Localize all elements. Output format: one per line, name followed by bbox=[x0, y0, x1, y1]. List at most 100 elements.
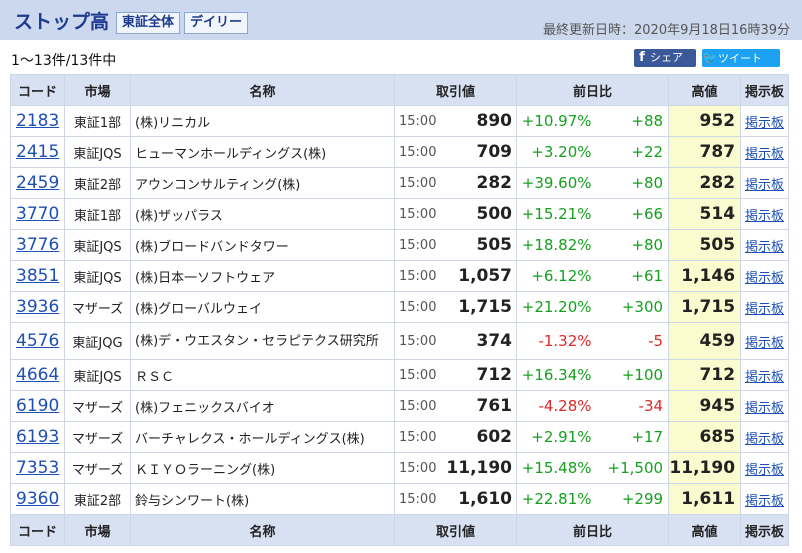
filter-tag-market[interactable]: 東証全体 bbox=[116, 12, 181, 34]
stock-code-link-cell: 9360 bbox=[10, 483, 65, 515]
high-price: 282 bbox=[699, 173, 736, 193]
high-price-cell: 282 bbox=[668, 167, 742, 199]
board-link[interactable]: 掲示板 bbox=[745, 493, 785, 509]
market-cell: 東証JQS bbox=[73, 270, 122, 286]
stock-name-cell: (株)デ・ウエスタン・セラピテクス研究所 bbox=[130, 322, 395, 360]
stock-code-link[interactable]: 3851 bbox=[16, 266, 60, 286]
change-percent-cell: -1.32% bbox=[516, 322, 595, 360]
table-row: 7353 マザーズ ＫＩＹＯラーニング(株) 15:00 11,190 +15.48% +1… bbox=[10, 452, 790, 484]
trade-price-cell: 602 bbox=[440, 421, 518, 453]
twitter-icon: 🐦 bbox=[702, 51, 718, 65]
stock-code-link-cell: 3776 bbox=[10, 229, 65, 261]
stock-code-link[interactable]: 6190 bbox=[16, 396, 60, 416]
table-row: 4576 東証JQG (株)デ・ウエスタン・セラピテクス研究所 15:00 374 -1.… bbox=[10, 322, 790, 360]
change-percent-cell: +21.20% bbox=[516, 291, 595, 323]
high-price-cell: 712 bbox=[668, 359, 742, 391]
high-price: 11,190 bbox=[669, 458, 736, 478]
market-cell: 東証JQS bbox=[73, 369, 122, 385]
board-link[interactable]: 掲示板 bbox=[745, 369, 785, 385]
change-amount-cell: +100 bbox=[594, 359, 670, 391]
board-link[interactable]: 掲示板 bbox=[745, 431, 785, 447]
change-percent: +15.21% bbox=[521, 205, 592, 223]
market-cell-cell: 東証JQG bbox=[64, 322, 131, 360]
stock-code-link[interactable]: 3770 bbox=[16, 204, 60, 224]
trade-price-cell: 500 bbox=[440, 198, 518, 230]
high-price: 505 bbox=[699, 235, 736, 255]
stock-name: ＫＩＹＯラーニング(株) bbox=[135, 462, 276, 478]
board-link[interactable]: 掲示板 bbox=[745, 115, 785, 131]
high-price: 1,715 bbox=[681, 297, 736, 317]
trade-time: 15:00 bbox=[399, 268, 437, 284]
trade-time: 15:00 bbox=[399, 299, 437, 315]
trade-time-cell: 15:00 bbox=[394, 421, 441, 453]
stock-code-link-cell: 2459 bbox=[10, 167, 65, 199]
change-percent-cell: +16.34% bbox=[516, 359, 595, 391]
stock-code-link[interactable]: 4576 bbox=[16, 331, 60, 351]
board-link[interactable]: 掲示板 bbox=[745, 239, 785, 255]
facebook-share-button[interactable]: f シェア bbox=[634, 49, 696, 67]
board-link[interactable]: 掲示板 bbox=[745, 270, 785, 286]
twitter-share-button[interactable]: 🐦ツイート bbox=[702, 49, 780, 67]
stock-code-link[interactable]: 6193 bbox=[16, 427, 60, 447]
high-price-cell: 1,146 bbox=[668, 260, 742, 292]
board-link-cell: 掲示板 bbox=[740, 136, 790, 168]
trade-price: 602 bbox=[476, 427, 513, 447]
trade-time-cell: 15:00 bbox=[394, 198, 441, 230]
col-market: 市場 bbox=[64, 74, 131, 106]
board-link[interactable]: 掲示板 bbox=[745, 208, 785, 224]
board-link[interactable]: 掲示板 bbox=[745, 462, 785, 478]
twitter-share-label: ツイート bbox=[718, 52, 762, 65]
trade-price: 282 bbox=[476, 173, 513, 193]
table-row: 2459 東証2部 アウンコンサルティング(株) 15:00 282 +39.60% +80… bbox=[10, 167, 790, 199]
stock-name-cell: (株)ブロードバンドタワー bbox=[130, 229, 395, 261]
board-link[interactable]: 掲示板 bbox=[745, 335, 785, 351]
trade-time-cell: 15:00 bbox=[394, 229, 441, 261]
stock-code-link[interactable]: 2183 bbox=[16, 111, 60, 131]
high-price-cell: 1,611 bbox=[668, 483, 742, 515]
col-name: 名称 bbox=[130, 514, 395, 546]
trade-time: 15:00 bbox=[399, 460, 437, 476]
change-percent-cell: +2.91% bbox=[516, 421, 595, 453]
trade-price: 709 bbox=[476, 142, 513, 162]
board-link-cell: 掲示板 bbox=[740, 260, 790, 292]
stock-code-link-cell: 3936 bbox=[10, 291, 65, 323]
change-amount-cell: +88 bbox=[594, 105, 670, 137]
trade-price-cell: 1,057 bbox=[440, 260, 518, 292]
board-link[interactable]: 掲示板 bbox=[745, 301, 785, 317]
stock-code-link[interactable]: 2415 bbox=[16, 142, 60, 162]
trade-price-cell: 282 bbox=[440, 167, 518, 199]
change-amount: +80 bbox=[631, 174, 664, 192]
trade-time: 15:00 bbox=[399, 367, 437, 383]
stock-code-link[interactable]: 4664 bbox=[16, 365, 60, 385]
stock-code-link[interactable]: 3936 bbox=[16, 297, 60, 317]
table-row: 4664 東証JQS ＲＳＣ 15:00 712 +16.34% +100 712 掲示板 bbox=[10, 359, 790, 391]
change-amount: +17 bbox=[631, 428, 664, 446]
stock-code-link-cell: 2415 bbox=[10, 136, 65, 168]
board-link-cell: 掲示板 bbox=[740, 322, 790, 360]
stock-code-link[interactable]: 3776 bbox=[16, 235, 60, 255]
board-link-cell: 掲示板 bbox=[740, 198, 790, 230]
board-link[interactable]: 掲示板 bbox=[745, 177, 785, 193]
stock-name-cell: ＫＩＹＯラーニング(株) bbox=[130, 452, 395, 484]
filter-tag-period[interactable]: デイリー bbox=[184, 12, 249, 34]
market-cell: 東証1部 bbox=[73, 208, 122, 224]
board-link[interactable]: 掲示板 bbox=[745, 400, 785, 416]
change-amount: +22 bbox=[631, 143, 664, 161]
trade-price: 500 bbox=[476, 204, 513, 224]
col-high: 高値 bbox=[668, 514, 742, 546]
board-link[interactable]: 掲示板 bbox=[745, 146, 785, 162]
change-amount-cell: +61 bbox=[594, 260, 670, 292]
market-cell: 東証JQG bbox=[72, 335, 123, 351]
trade-price: 1,057 bbox=[458, 266, 513, 286]
stock-code-link[interactable]: 7353 bbox=[16, 458, 60, 478]
trade-time-cell: 15:00 bbox=[394, 390, 441, 422]
change-amount: +80 bbox=[631, 236, 664, 254]
change-amount-cell: +300 bbox=[594, 291, 670, 323]
trade-time: 15:00 bbox=[399, 237, 437, 253]
stock-code-link[interactable]: 9360 bbox=[16, 489, 60, 509]
trade-price: 11,190 bbox=[446, 458, 513, 478]
change-amount-cell: +17 bbox=[594, 421, 670, 453]
stock-code-link[interactable]: 2459 bbox=[16, 173, 60, 193]
high-price-cell: 505 bbox=[668, 229, 742, 261]
market-cell: マザーズ bbox=[71, 400, 124, 416]
